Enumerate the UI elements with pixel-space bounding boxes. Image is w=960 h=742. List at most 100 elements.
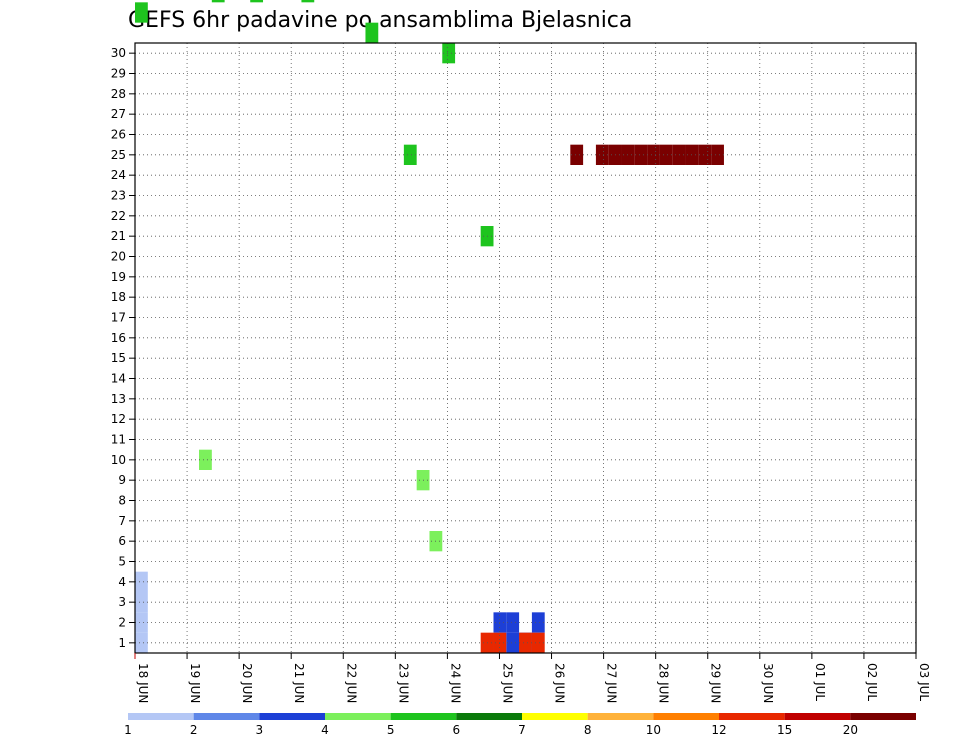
heatmap-cell xyxy=(403,144,417,165)
heatmap-cell xyxy=(659,144,673,165)
x-tick-label: 28 JUN xyxy=(657,663,671,703)
y-axis: 1234567891011121314151617181920212223242… xyxy=(111,46,135,650)
y-tick-label: 20 xyxy=(111,250,126,264)
legend-swatch xyxy=(587,713,654,720)
y-tick-label: 25 xyxy=(111,148,126,162)
y-tick-label: 12 xyxy=(111,412,126,426)
heatmap-cell xyxy=(647,144,660,165)
legend-swatch xyxy=(653,713,719,720)
x-tick-label: 21 JUN xyxy=(292,663,306,703)
x-tick-label: 29 JUN xyxy=(709,663,723,703)
plot-frame xyxy=(134,42,917,654)
y-tick-label: 17 xyxy=(111,311,126,325)
heatmap-cell xyxy=(135,2,148,23)
legend-swatch xyxy=(850,713,916,720)
heatmap-cell xyxy=(250,0,264,3)
x-axis: 18 JUN 19 JUN 20 JUN 21 JUN 22 JUN 23 JUN 24 J… xyxy=(134,653,931,703)
x-tick-label: 02 JUL xyxy=(865,663,879,701)
heatmap-cells xyxy=(135,0,724,653)
x-tick-label: 19 JUN xyxy=(188,663,202,703)
x-tick-label: 01 JUL xyxy=(813,663,827,701)
y-tick-label: 11 xyxy=(111,433,126,447)
legend-swatch xyxy=(784,713,851,720)
color-legend: 1 2 3 4 5 6 7 8 10 12 15 20 xyxy=(124,713,916,737)
legend-swatch xyxy=(259,713,325,720)
x-tick-label: 18 JUN xyxy=(136,663,150,703)
grid-lines xyxy=(135,43,916,653)
x-tick-label: 26 JUN xyxy=(553,663,567,703)
heatmap-cell xyxy=(531,612,545,633)
x-tick-label: 20 JUN xyxy=(240,663,254,703)
heatmap-cell xyxy=(634,144,648,165)
y-tick-label: 22 xyxy=(111,209,126,223)
y-tick-label: 10 xyxy=(111,453,126,467)
y-tick-label: 21 xyxy=(111,229,126,243)
x-tick-label: 22 JUN xyxy=(344,663,358,703)
x-tick-label: 03 JUL xyxy=(917,663,931,701)
legend-label: 4 xyxy=(321,723,329,737)
heatmap-cell xyxy=(135,592,148,613)
heatmap-cell xyxy=(135,571,148,592)
heatmap-cell xyxy=(711,144,724,165)
legend-label: 20 xyxy=(843,723,858,737)
legend-swatch xyxy=(390,713,457,720)
y-tick-label: 29 xyxy=(111,67,126,81)
x-tick-label: 23 JUN xyxy=(396,663,410,703)
y-tick-label: 15 xyxy=(111,351,126,365)
x-tick-label: 30 JUN xyxy=(761,663,775,703)
heatmap-cell xyxy=(211,0,225,3)
heatmap-cell xyxy=(570,144,584,165)
legend-label: 3 xyxy=(256,723,264,737)
legend-label: 2 xyxy=(190,723,198,737)
y-tick-label: 13 xyxy=(111,392,126,406)
y-tick-label: 4 xyxy=(118,575,126,589)
x-tick-label: 27 JUN xyxy=(605,663,619,703)
heatmap-cell xyxy=(442,43,456,64)
legend-swatch xyxy=(128,713,194,720)
legend-label: 12 xyxy=(711,723,726,737)
y-tick-label: 1 xyxy=(118,636,126,650)
legend-label: 7 xyxy=(518,723,526,737)
legend-swatch xyxy=(193,713,260,720)
y-tick-label: 27 xyxy=(111,107,126,121)
y-tick-label: 24 xyxy=(111,168,126,182)
x-tick-label: 25 JUN xyxy=(500,663,514,703)
chart-title: GEFS 6hr padavine po ansamblima Bjelasni… xyxy=(128,8,632,33)
legend-label: 5 xyxy=(387,723,395,737)
y-tick-label: 7 xyxy=(118,514,126,528)
y-tick-label: 23 xyxy=(111,189,126,203)
y-tick-label: 28 xyxy=(111,87,126,101)
heatmap-cell xyxy=(506,612,520,633)
heatmap-cell xyxy=(301,0,315,3)
heatmap-cell xyxy=(135,612,148,633)
y-tick-label: 3 xyxy=(118,595,126,609)
legend-label: 15 xyxy=(777,723,792,737)
legend-swatch xyxy=(522,713,588,720)
y-tick-label: 5 xyxy=(118,555,126,569)
y-tick-label: 26 xyxy=(111,128,126,142)
y-tick-label: 30 xyxy=(111,46,126,60)
legend-swatch xyxy=(325,713,391,720)
y-tick-label: 8 xyxy=(118,494,126,508)
heatmap-cell xyxy=(199,449,212,470)
y-tick-label: 2 xyxy=(118,616,126,630)
legend-label: 1 xyxy=(124,723,132,737)
x-tick-label: 24 JUN xyxy=(448,663,462,703)
heatmap-cell xyxy=(135,632,148,653)
y-tick-label: 18 xyxy=(111,290,126,304)
y-tick-label: 19 xyxy=(111,270,126,284)
legend-swatch xyxy=(719,713,785,720)
heatmap-cell xyxy=(506,632,520,653)
legend-label: 10 xyxy=(646,723,661,737)
heatmap-cell xyxy=(365,22,379,43)
y-tick-label: 9 xyxy=(118,473,126,487)
heatmap-cell xyxy=(698,144,712,165)
heatmap-cell xyxy=(531,632,545,653)
legend-label: 6 xyxy=(453,723,461,737)
y-tick-label: 6 xyxy=(118,534,126,548)
y-tick-label: 14 xyxy=(111,372,126,386)
heatmap-cell xyxy=(519,632,532,653)
heatmap-cell xyxy=(595,144,609,165)
legend-swatch xyxy=(456,713,522,720)
